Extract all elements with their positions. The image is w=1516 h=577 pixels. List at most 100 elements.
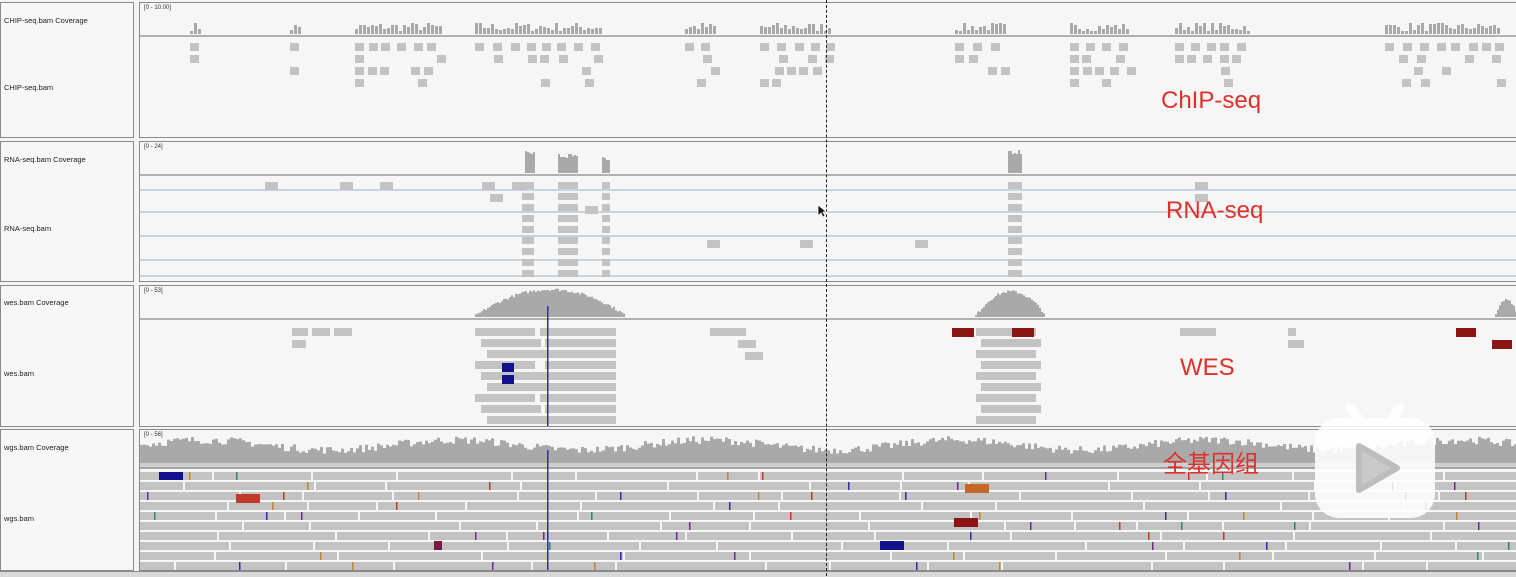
coverage-bar <box>740 442 743 463</box>
coverage-bar <box>1286 449 1289 463</box>
mismatch-marker <box>1225 492 1227 500</box>
read <box>1012 532 1160 540</box>
coverage-bar <box>1478 437 1481 463</box>
coverage-bar <box>623 314 625 317</box>
coverage-bar <box>1154 440 1157 463</box>
read <box>880 541 904 550</box>
read <box>1385 43 1394 51</box>
coverage-bar <box>1295 448 1298 463</box>
read <box>929 562 1001 570</box>
read <box>558 383 616 391</box>
play-button-icon[interactable] <box>1313 400 1437 520</box>
wes-reads-track-label[interactable]: wes.bam <box>4 369 34 378</box>
wes-coverage-track-label[interactable]: wes.bam Coverage <box>4 298 69 307</box>
read <box>1495 43 1504 51</box>
wgs-reads-track-label[interactable]: wgs.bam <box>4 514 34 523</box>
mismatch-marker <box>549 542 551 550</box>
rna-coverage-track-label[interactable]: RNA-seq.bam Coverage <box>4 155 86 164</box>
mismatch-marker <box>916 562 918 570</box>
coverage-bar <box>435 26 438 34</box>
read <box>1220 43 1229 51</box>
coverage-bar <box>158 443 161 463</box>
coverage-bar <box>1265 444 1268 463</box>
coverage-bar <box>296 451 299 463</box>
read <box>481 339 541 347</box>
coverage-bar <box>779 448 782 463</box>
coverage-bar <box>719 439 722 463</box>
read <box>558 237 578 244</box>
read <box>140 522 242 530</box>
read <box>387 482 520 490</box>
read <box>140 532 217 540</box>
read <box>558 259 578 266</box>
wgs-coverage-track-label[interactable]: wgs.bam Coverage <box>4 443 69 452</box>
coverage-bar <box>1262 448 1265 463</box>
coverage-bar <box>785 443 788 463</box>
track-name-panel[interactable]: RNA-seq.bam Coverage RNA-seq.bam <box>0 141 134 282</box>
wes-data-panel[interactable]: [0 - 53] <box>139 285 1516 427</box>
rna-data-panel[interactable]: [0 - 24] <box>139 141 1516 282</box>
coverage-bar <box>539 291 541 317</box>
read <box>952 328 974 337</box>
track-name-panel[interactable]: wgs.bam Coverage wgs.bam <box>0 429 134 571</box>
track-name-panel[interactable]: CHIP-seq.bam Coverage CHIP-seq.bam <box>0 2 134 138</box>
coverage-bar <box>1445 25 1448 34</box>
mismatch-marker <box>396 502 398 510</box>
coverage-bar <box>638 448 641 463</box>
coverage-bar <box>890 448 893 463</box>
coverage-bar <box>356 448 359 463</box>
coverage-bar <box>737 445 740 463</box>
coverage-bar <box>1433 24 1436 34</box>
mouse-pointer-icon <box>817 204 827 218</box>
track-name-panel[interactable]: wes.bam Coverage wes.bam <box>0 285 134 427</box>
coverage-bar <box>558 154 560 173</box>
coverage-bar <box>893 443 896 463</box>
coverage-bar <box>955 30 958 34</box>
coverage-bar <box>842 453 845 463</box>
coverage-bar <box>1018 150 1020 173</box>
wes-panel: wes.bam Coverage wes.bam [0 - 53] <box>0 285 1516 427</box>
read <box>369 43 378 51</box>
bottom-scroll-strip[interactable] <box>0 571 1516 577</box>
read <box>430 532 506 540</box>
coverage-bar <box>1114 25 1117 34</box>
rna-reads-track-label[interactable]: RNA-seq.bam <box>4 224 51 233</box>
coverage-bar <box>1497 28 1500 34</box>
chip-reads-track-label[interactable]: CHIP-seq.bam <box>4 83 53 92</box>
read <box>795 43 804 51</box>
read <box>290 43 299 51</box>
read <box>1224 522 1309 530</box>
read <box>1167 552 1272 560</box>
read <box>355 79 364 87</box>
chip-data-panel[interactable]: [0 - 10.00] <box>139 2 1516 138</box>
read <box>981 361 1041 369</box>
mismatch-marker <box>1045 472 1047 480</box>
read <box>711 67 720 75</box>
coverage-bar <box>1157 447 1160 463</box>
coverage-bar <box>800 29 803 34</box>
coverage-bar <box>567 28 570 34</box>
coverage-bar <box>320 447 323 463</box>
wgs-track-svg <box>140 430 1516 571</box>
wgs-data-panel[interactable]: [0 - 56] <box>139 429 1516 571</box>
coverage-bar <box>1511 304 1513 317</box>
coverage-bar <box>539 26 542 34</box>
coverage-bar <box>1235 29 1238 34</box>
mismatch-marker <box>147 492 149 500</box>
coverage-bar <box>200 444 203 463</box>
read <box>1232 55 1241 63</box>
coverage-bar <box>591 297 593 317</box>
mismatch-marker <box>953 552 955 560</box>
coverage-bar <box>475 23 478 34</box>
coverage-bar <box>523 292 525 317</box>
coverage-bar <box>1043 313 1045 317</box>
coverage-bar <box>1442 444 1445 463</box>
chip-coverage-track-label[interactable]: CHIP-seq.bam Coverage <box>4 16 88 25</box>
coverage-bar <box>981 309 983 317</box>
coverage-bar <box>439 26 442 34</box>
read <box>799 67 808 75</box>
coverage-bar <box>896 445 899 463</box>
coverage-bar <box>920 446 923 463</box>
coverage-bar <box>302 451 305 463</box>
coverage-bar <box>710 437 713 463</box>
